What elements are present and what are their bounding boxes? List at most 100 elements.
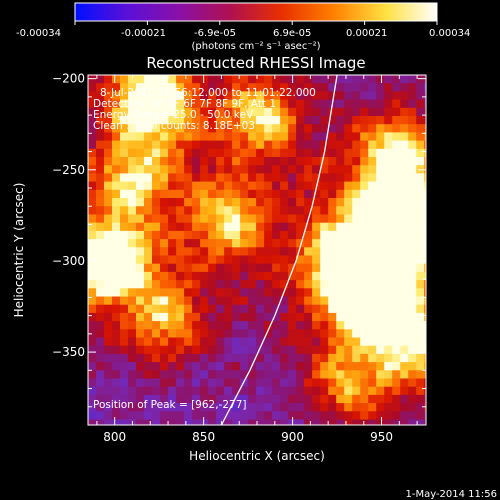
heatmap-cell [216,304,225,314]
heatmap-cell [240,263,249,273]
heatmap-cell [256,140,265,150]
heatmap-cell [304,230,313,240]
heatmap-cell [296,132,305,142]
heatmap-cell [280,329,289,339]
heatmap-cell [256,419,265,425]
heatmap-cell [336,419,345,425]
heatmap-cell [216,99,225,109]
heatmap-cell [88,124,97,133]
colorbar-units: (photons cm⁻² s⁻¹ asec⁻²) [191,41,320,52]
heatmap-cell [184,99,193,109]
heatmap-cell [272,239,281,248]
heatmap-cell [264,83,273,92]
heatmap-cell [256,255,265,265]
heatmap-cell [320,386,329,396]
heatmap-cell [200,239,209,248]
heatmap-cell [280,353,289,363]
heatmap-cell [336,75,345,84]
heatmap-cell [272,91,281,101]
heatmap-cell [88,222,97,232]
heatmap-cell [368,222,377,232]
heatmap-cell [368,206,377,216]
heatmap-cell [376,198,385,207]
heatmap-cell [144,157,153,166]
heatmap-cell [320,157,329,166]
heatmap-cell [144,419,153,425]
heatmap-cell [200,124,209,133]
heatmap-cell [104,271,113,281]
heatmap-cell [192,345,201,355]
heatmap-cell [288,321,297,330]
heatmap-cell [168,189,177,199]
heatmap-cell [432,149,441,158]
heatmap-cell [392,230,401,240]
heatmap-cell [184,230,193,240]
heatmap-cell [384,124,393,133]
heatmap-cell [208,230,217,240]
heatmap-cell [136,288,145,298]
heatmap-cell [304,247,313,257]
heatmap-cell [112,148,121,158]
heatmap-cell [144,386,153,396]
heatmap-cell [392,296,401,306]
heatmap-cell [256,99,265,109]
heatmap-cell [248,419,257,425]
heatmap-cell [144,99,153,109]
heatmap-cell [192,222,201,232]
heatmap-cell [392,255,401,265]
heatmap-cell [96,247,105,257]
heatmap-cell [112,230,121,240]
heatmap-cell [328,107,337,117]
heatmap-cell [104,99,113,109]
heatmap-cell [104,116,113,125]
heatmap-cell [328,296,337,306]
heatmap-cell [160,99,169,109]
heatmap-cell [248,214,257,224]
heatmap-cell [112,386,121,396]
heatmap-cell [400,386,409,396]
heatmap-cell [216,428,225,437]
heatmap-cell [320,91,329,101]
heatmap-cell [176,116,185,125]
heatmap-cell [128,222,137,232]
heatmap-cell [168,124,177,133]
heatmap-cell [240,173,249,183]
heatmap-cell [112,83,121,92]
heatmap-cell [288,165,297,174]
heatmap-cell [392,411,401,421]
heatmap-cell [400,353,409,363]
heatmap-cell [200,132,209,142]
heatmap-cell [400,362,409,371]
heatmap-cell [280,263,289,273]
heatmap-cell [256,157,265,166]
heatmap-cell [416,214,425,224]
heatmap-cell [368,198,377,207]
heatmap-cell [128,230,137,240]
heatmap-cell [368,148,377,158]
heatmap-cell [344,148,353,158]
heatmap-cell [256,263,265,273]
heatmap-cell [392,345,401,355]
heatmap-cell [320,124,329,133]
heatmap-cell [104,239,113,248]
heatmap-cell [240,206,249,216]
heatmap-cell [168,378,177,388]
heatmap-cell [128,83,137,92]
heatmap-cell [104,132,113,142]
heatmap-cell [112,198,121,207]
heatmap-cell [216,321,225,330]
heatmap-cell [216,329,225,339]
heatmap-cell [344,75,353,84]
heatmap-cell [120,312,129,322]
heatmap-cell [112,271,121,281]
heatmap-cell [384,247,393,257]
heatmap-cell [120,263,129,273]
heatmap-cell [208,353,217,363]
heatmap-cell [232,263,241,273]
heatmap-cell [384,140,393,150]
heatmap-cell [432,297,441,306]
heatmap-cell [192,419,201,425]
heatmap-cell [288,345,297,355]
heatmap-cell [264,288,273,298]
heatmap-cell [216,345,225,355]
